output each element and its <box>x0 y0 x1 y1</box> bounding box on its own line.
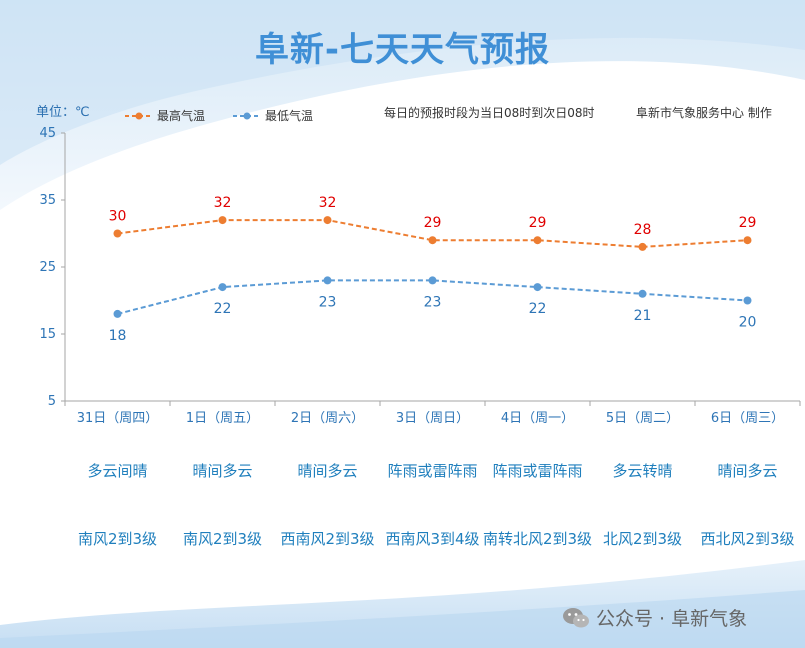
x-tick-label: 6日（周三） <box>711 411 784 426</box>
forecast-period-note: 每日的预报时段为当日08时到次日08时 <box>384 106 595 120</box>
wind-cell: 西南风2到3级 <box>280 530 375 548</box>
data-label-high: 32 <box>319 195 337 211</box>
point-high <box>743 236 752 245</box>
data-label-low: 21 <box>634 308 652 324</box>
data-label-low: 18 <box>109 328 127 344</box>
y-tick-label: 45 <box>39 126 56 141</box>
x-tick-label: 1日（周五） <box>186 411 259 426</box>
wind-cell: 北风2到3级 <box>602 530 683 548</box>
point-low <box>323 276 332 285</box>
x-tick-label: 3日（周日） <box>396 411 469 426</box>
x-tick-label: 4日（周一） <box>501 411 574 426</box>
watermark-text: 公众号 · 阜新气象 <box>596 608 748 630</box>
temperature-chart: 5 15 25 35 45 31日（周四） 1日（周五） 2日（周六） 3日（周日） 4日（周一）… <box>39 126 801 426</box>
legend-low: 最低气温 <box>233 107 313 124</box>
legend-high-marker <box>125 112 153 119</box>
wind-cell: 南风2到3级 <box>182 530 263 548</box>
page-title: 阜新-七天天气预报 <box>254 30 551 70</box>
data-label-low: 22 <box>214 301 232 317</box>
wind-cell: 南风2到3级 <box>77 530 158 548</box>
data-label-high: 29 <box>529 215 547 231</box>
weather-cell: 晴间多云 <box>192 462 253 480</box>
wind-cell: 西南风3到4级 <box>385 530 480 548</box>
legend-low-label: 最低气温 <box>265 109 314 123</box>
data-label-high: 29 <box>424 215 442 231</box>
point-high <box>428 236 437 245</box>
watermark: 公众号 · 阜新气象 <box>562 604 747 631</box>
data-label-low: 23 <box>424 294 442 310</box>
point-high <box>533 236 542 245</box>
x-tick-label: 5日（周二） <box>606 411 679 426</box>
y-tick-label: 5 <box>48 394 56 409</box>
wechat-icon <box>563 607 589 627</box>
weather-cell: 阵雨或雷阵雨 <box>492 462 583 480</box>
y-tick-label: 25 <box>39 260 56 275</box>
wind-cell: 西北风2到3级 <box>700 530 795 548</box>
weather-cell: 阵雨或雷阵雨 <box>387 462 478 480</box>
data-label-low: 23 <box>319 294 337 310</box>
data-label-high: 30 <box>109 209 127 225</box>
y-tick-label: 15 <box>39 327 56 342</box>
point-high <box>113 229 122 238</box>
point-low <box>218 283 227 292</box>
x-tick-label: 2日（周六） <box>291 411 364 426</box>
legend-high-label: 最高气温 <box>157 109 206 123</box>
weather-cell: 多云间晴 <box>87 462 148 480</box>
point-low <box>113 309 122 318</box>
data-label-high: 29 <box>739 215 757 231</box>
weather-cell: 晴间多云 <box>297 462 358 480</box>
unit-label: 单位：℃ <box>36 105 90 120</box>
data-label-low: 20 <box>739 315 757 331</box>
wind-cell: 南转北风2到3级 <box>482 530 593 548</box>
data-label-high: 32 <box>214 195 232 211</box>
data-label-high: 28 <box>634 222 652 238</box>
data-label-low: 22 <box>529 301 547 317</box>
legend-low-marker <box>233 112 261 119</box>
weather-cell: 多云转晴 <box>612 462 673 480</box>
weather-cell: 晴间多云 <box>717 462 778 480</box>
point-low <box>743 296 752 305</box>
point-high <box>638 242 647 251</box>
point-low <box>428 276 437 285</box>
x-tick-label: 31日（周四） <box>77 411 159 426</box>
point-low <box>533 283 542 292</box>
producer-note: 阜新市气象服务中心 制作 <box>636 106 772 120</box>
legend-high: 最高气温 <box>125 107 205 124</box>
point-high <box>323 216 332 225</box>
point-low <box>638 289 647 298</box>
y-tick-label: 35 <box>39 193 56 208</box>
point-high <box>218 216 227 225</box>
